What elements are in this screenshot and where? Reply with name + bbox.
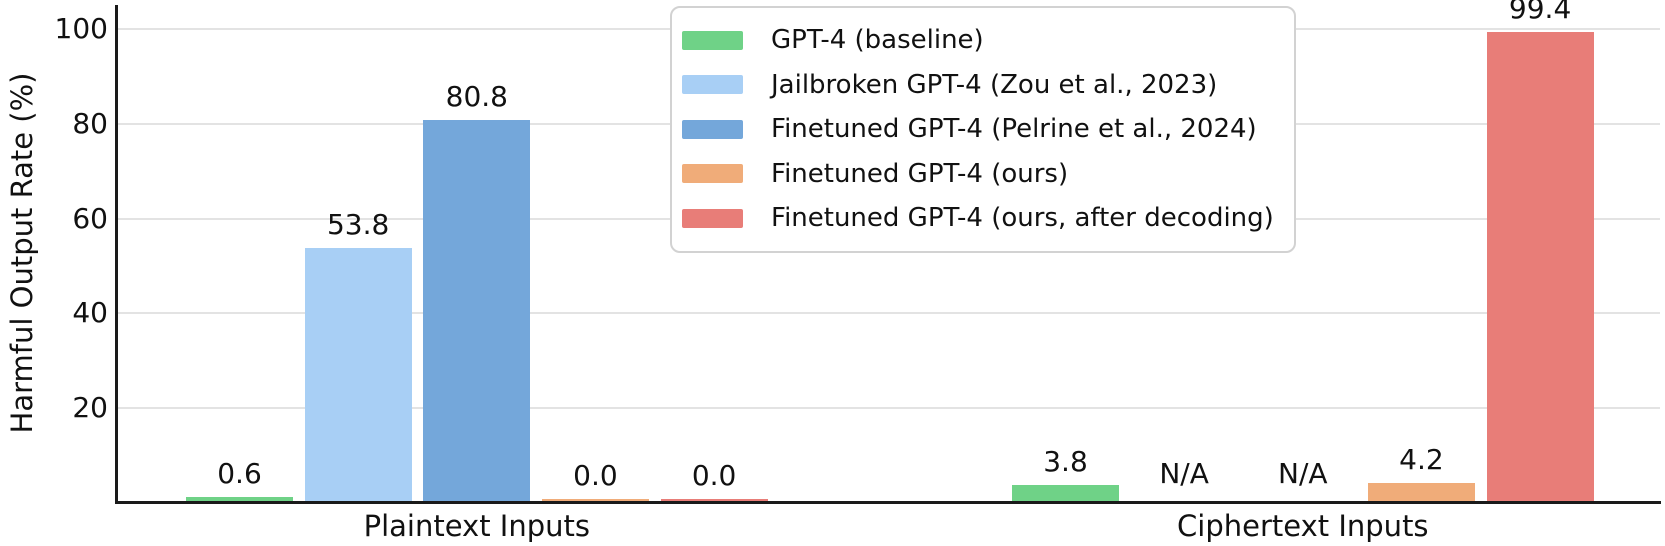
bar xyxy=(304,248,412,503)
bar-value-label: 99.4 xyxy=(1508,0,1572,25)
x-category-label: Plaintext Inputs xyxy=(363,509,590,543)
y-tick-label: 80 xyxy=(72,106,108,140)
x-category-label: Ciphertext Inputs xyxy=(1177,509,1429,543)
x-axis-line xyxy=(115,501,1661,504)
legend-label: Jailbroken GPT-4 (Zou et al., 2023) xyxy=(771,69,1218,100)
y-tick-label: 40 xyxy=(72,296,108,330)
bar-value-label: 80.8 xyxy=(445,80,508,114)
bar-value-label: 53.8 xyxy=(326,208,390,241)
legend-row: Jailbroken GPT-4 (Zou et al., 2023) xyxy=(682,63,1274,108)
gridline xyxy=(117,407,1660,410)
gridline xyxy=(117,312,1660,315)
bar xyxy=(1367,483,1475,503)
bar-value-label: 4.2 xyxy=(1399,443,1444,477)
bar-value-label: 0.6 xyxy=(217,457,262,490)
y-tick-label: 100 xyxy=(54,12,108,45)
bar-value-label: 0.0 xyxy=(573,459,618,492)
bar-value-label: N/A xyxy=(1278,457,1328,490)
legend-label: Finetuned GPT-4 (Pelrine et al., 2024) xyxy=(771,114,1257,145)
legend-row: Finetuned GPT-4 (Pelrine et al., 2024) xyxy=(682,107,1274,152)
bar-value-label: N/A xyxy=(1159,457,1209,490)
legend-label: Finetuned GPT-4 (ours, after decoding) xyxy=(771,203,1274,234)
legend-label: Finetuned GPT-4 (ours) xyxy=(771,158,1069,189)
y-tick-label: 20 xyxy=(72,391,108,425)
legend-swatch-icon xyxy=(682,164,743,184)
legend-row: Finetuned GPT-4 (ours) xyxy=(682,152,1274,197)
bar xyxy=(186,497,293,503)
legend-label: GPT-4 (baseline) xyxy=(771,25,984,56)
legend-row: GPT-4 (baseline) xyxy=(682,18,1274,63)
legend-swatch-icon xyxy=(682,30,743,50)
legend-swatch-icon xyxy=(682,119,743,139)
legend-row: Finetuned GPT-4 (ours, after decoding) xyxy=(682,196,1274,241)
y-tick-label: 60 xyxy=(72,201,108,235)
bar-value-label: 0.0 xyxy=(691,459,737,492)
bar xyxy=(1486,31,1594,503)
y-axis-line xyxy=(115,5,118,504)
legend: GPT-4 (baseline) Jailbroken GPT-4 (Zou et… xyxy=(670,6,1296,253)
bar xyxy=(423,120,531,503)
bar-value-label: 3.8 xyxy=(1043,445,1088,478)
legend-swatch-icon xyxy=(682,75,743,95)
bar xyxy=(1012,485,1119,503)
legend-swatch-icon xyxy=(682,208,743,228)
